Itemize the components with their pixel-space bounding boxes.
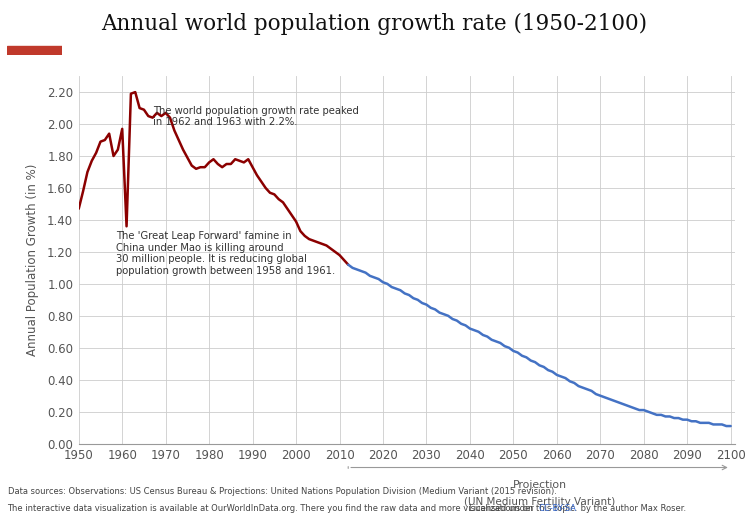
- Text: by the author Max Roser.: by the author Max Roser.: [578, 504, 686, 513]
- Text: The interactive data visualization is available at OurWorldInData.org. There you: The interactive data visualization is av…: [8, 504, 578, 513]
- Text: The world population growth rate peaked
in 1962 and 1963 with 2.2%.: The world population growth rate peaked …: [153, 106, 358, 127]
- Text: Data sources: Observations: US Census Bureau & Projections: United Nations Popul: Data sources: Observations: US Census Bu…: [8, 487, 556, 496]
- Bar: [7, 46, 62, 55]
- Text: The 'Great Leap Forward' famine in
China under Mao is killing around
30 million : The 'Great Leap Forward' famine in China…: [116, 231, 335, 276]
- Y-axis label: Annual Population Growth (in %): Annual Population Growth (in %): [26, 164, 39, 356]
- Text: (UN Medium Fertility Variant): (UN Medium Fertility Variant): [464, 497, 615, 507]
- Text: in Data: in Data: [15, 28, 54, 37]
- Text: Annual world population growth rate (1950-2100): Annual world population growth rate (195…: [101, 13, 647, 35]
- Text: CC-BY-SA: CC-BY-SA: [538, 504, 577, 513]
- Text: Our World: Our World: [8, 17, 62, 26]
- Text: Licensed under: Licensed under: [469, 504, 536, 513]
- Text: Projection: Projection: [512, 480, 566, 490]
